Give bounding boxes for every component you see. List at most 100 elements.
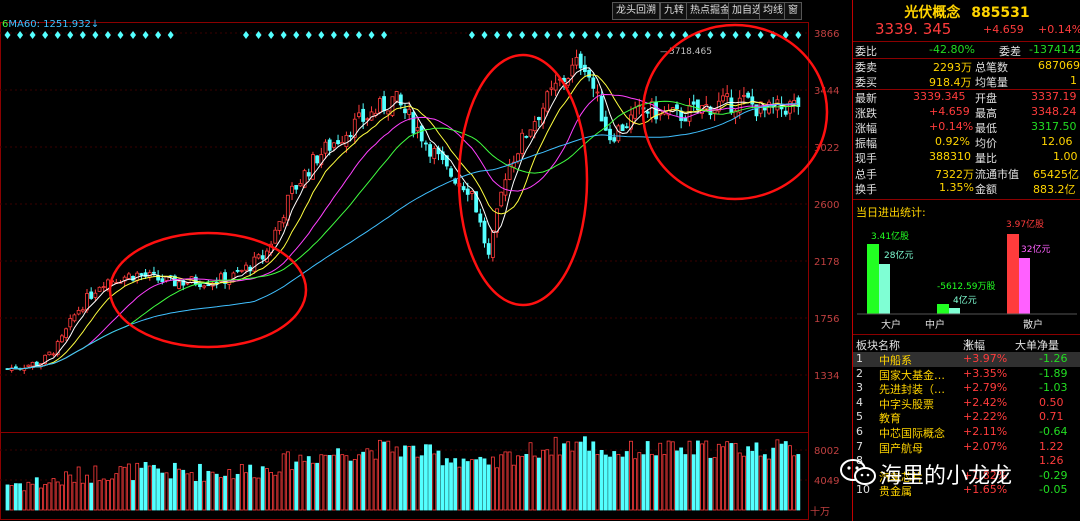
signal-marker bbox=[581, 31, 588, 39]
signal-marker bbox=[255, 31, 262, 39]
rank-row[interactable]: 3 先进封装（… +2.79% -1.03 bbox=[853, 381, 1080, 396]
rank-row[interactable]: 4 中字头股票 +2.42% 0.50 bbox=[853, 396, 1080, 411]
ma20-line bbox=[7, 93, 799, 370]
signal-marker bbox=[305, 31, 312, 39]
volume-bar bbox=[407, 446, 412, 511]
candle-body bbox=[386, 110, 391, 115]
volume-bar bbox=[788, 445, 792, 511]
quote-row-zhf: 振幅 0.92% 均价 12.06 bbox=[855, 135, 1073, 150]
candle-body bbox=[177, 281, 181, 289]
candle-body bbox=[428, 144, 433, 157]
volume-bar bbox=[444, 458, 449, 511]
rank-row[interactable]: 7 国产航母 +2.07% 1.22 bbox=[853, 440, 1080, 455]
volume-bar bbox=[126, 463, 131, 511]
volume-bar bbox=[758, 455, 763, 511]
volume-bar bbox=[499, 454, 504, 511]
candle-body bbox=[327, 139, 332, 151]
candle-body bbox=[152, 271, 156, 274]
volume-bar bbox=[13, 483, 18, 511]
volume-bar bbox=[202, 480, 207, 511]
rank-row[interactable]: 10 贵金属 +1.65% -0.05 bbox=[853, 483, 1080, 498]
rank-pct: +2.07% bbox=[963, 439, 1008, 453]
candle-body bbox=[315, 155, 320, 164]
volume-bar bbox=[34, 477, 39, 511]
candle-body bbox=[603, 116, 608, 131]
candle-body bbox=[407, 108, 412, 115]
rank-no: 5 bbox=[856, 410, 863, 424]
signal-marker bbox=[318, 31, 325, 39]
index-name: 光伏概念 bbox=[904, 5, 961, 21]
candle-body bbox=[68, 318, 73, 328]
volume-bar bbox=[553, 436, 558, 511]
volume-bar bbox=[411, 445, 416, 511]
signal-marker bbox=[381, 31, 388, 39]
flow-label-big: 大户 bbox=[881, 318, 901, 330]
rank-name: 教育 bbox=[879, 412, 901, 426]
ma-prefix: 6 bbox=[2, 19, 9, 30]
volume-bar bbox=[595, 453, 600, 511]
candle-body bbox=[290, 185, 294, 194]
volume-bar bbox=[361, 451, 366, 511]
candle-body bbox=[746, 92, 751, 98]
toolbar-button-jiuzhuan[interactable]: 九转 bbox=[660, 2, 688, 20]
volume-bar bbox=[377, 439, 382, 511]
quote-row-xs: 现手 388310 量比 1.00 bbox=[855, 150, 1078, 165]
toolbar-button-window[interactable]: 窗 bbox=[784, 2, 802, 20]
volume-bar bbox=[244, 472, 248, 511]
volume-bar bbox=[185, 473, 190, 511]
signal-marker bbox=[42, 31, 49, 39]
signal-marker bbox=[644, 31, 651, 39]
volume-bar bbox=[432, 453, 437, 511]
toolbar-button-redian[interactable]: 热点掘金 bbox=[686, 2, 734, 20]
volume-bar bbox=[93, 465, 98, 511]
volume-bar bbox=[783, 441, 788, 511]
volume-bar bbox=[666, 440, 671, 511]
candle-body bbox=[465, 188, 470, 195]
candle-body bbox=[344, 134, 349, 148]
flow-label-mid: 中户 bbox=[925, 318, 945, 330]
volume-bar bbox=[658, 442, 663, 511]
candle-body bbox=[536, 116, 541, 121]
rank-row[interactable]: 2 国家大基金… +3.35% -1.89 bbox=[853, 367, 1080, 382]
volume-bar bbox=[687, 440, 692, 511]
volume-bar bbox=[457, 466, 462, 511]
volume-bar bbox=[114, 473, 119, 511]
rank-name: 中芯国际概念 bbox=[879, 427, 945, 440]
rank-row[interactable]: 5 教育 +2.22% 0.71 bbox=[853, 410, 1080, 425]
volume-bar bbox=[336, 448, 340, 511]
volume-bar bbox=[545, 449, 550, 511]
volume-bar bbox=[218, 477, 223, 511]
col-pct[interactable]: 涨幅 ↓ bbox=[963, 337, 985, 352]
volume-bar bbox=[122, 466, 127, 511]
rank-row[interactable]: 1 中船系 +3.97% -1.26 bbox=[853, 352, 1080, 367]
rank-no: 3 bbox=[856, 381, 863, 395]
candle-body bbox=[172, 275, 177, 287]
volume-bar bbox=[440, 465, 445, 511]
volume-bar bbox=[382, 441, 386, 511]
toolbar-button-longtou[interactable]: 龙头回溯 bbox=[612, 2, 660, 20]
kline-chart-area[interactable]: 3866 3444 3022 2600 2178 1756 1334 8002 4049 —371… bbox=[0, 0, 850, 521]
kline-chart[interactable]: 3866 3444 3022 2600 2178 1756 1334 8002 4049 —371… bbox=[0, 0, 850, 521]
candle-body bbox=[101, 286, 106, 288]
candle-body bbox=[394, 91, 399, 102]
volume-bar bbox=[198, 463, 202, 511]
watermark-text: 海里的小龙龙 bbox=[880, 464, 1013, 489]
signal-marker bbox=[54, 31, 61, 39]
signal-marker bbox=[4, 31, 11, 39]
volume-bar bbox=[478, 456, 483, 511]
rank-row[interactable]: 6 中芯国际概念 +2.11% -0.64 bbox=[853, 425, 1080, 440]
volume-bar bbox=[64, 471, 68, 511]
candle-body bbox=[645, 111, 650, 114]
candle-body bbox=[93, 292, 98, 298]
candle-body bbox=[691, 101, 696, 105]
signal-marker bbox=[104, 31, 111, 39]
index-code: 885531 bbox=[971, 5, 1030, 21]
signal-marker bbox=[720, 31, 726, 39]
index-title: 光伏概念 885531 bbox=[853, 2, 1080, 22]
volume-bar bbox=[193, 480, 198, 511]
volume-bar bbox=[223, 475, 227, 511]
candle-body bbox=[553, 82, 558, 91]
signal-marker bbox=[117, 31, 124, 39]
toolbar-button-ma[interactable]: 均线 bbox=[759, 2, 787, 20]
volume-bar bbox=[110, 478, 115, 511]
